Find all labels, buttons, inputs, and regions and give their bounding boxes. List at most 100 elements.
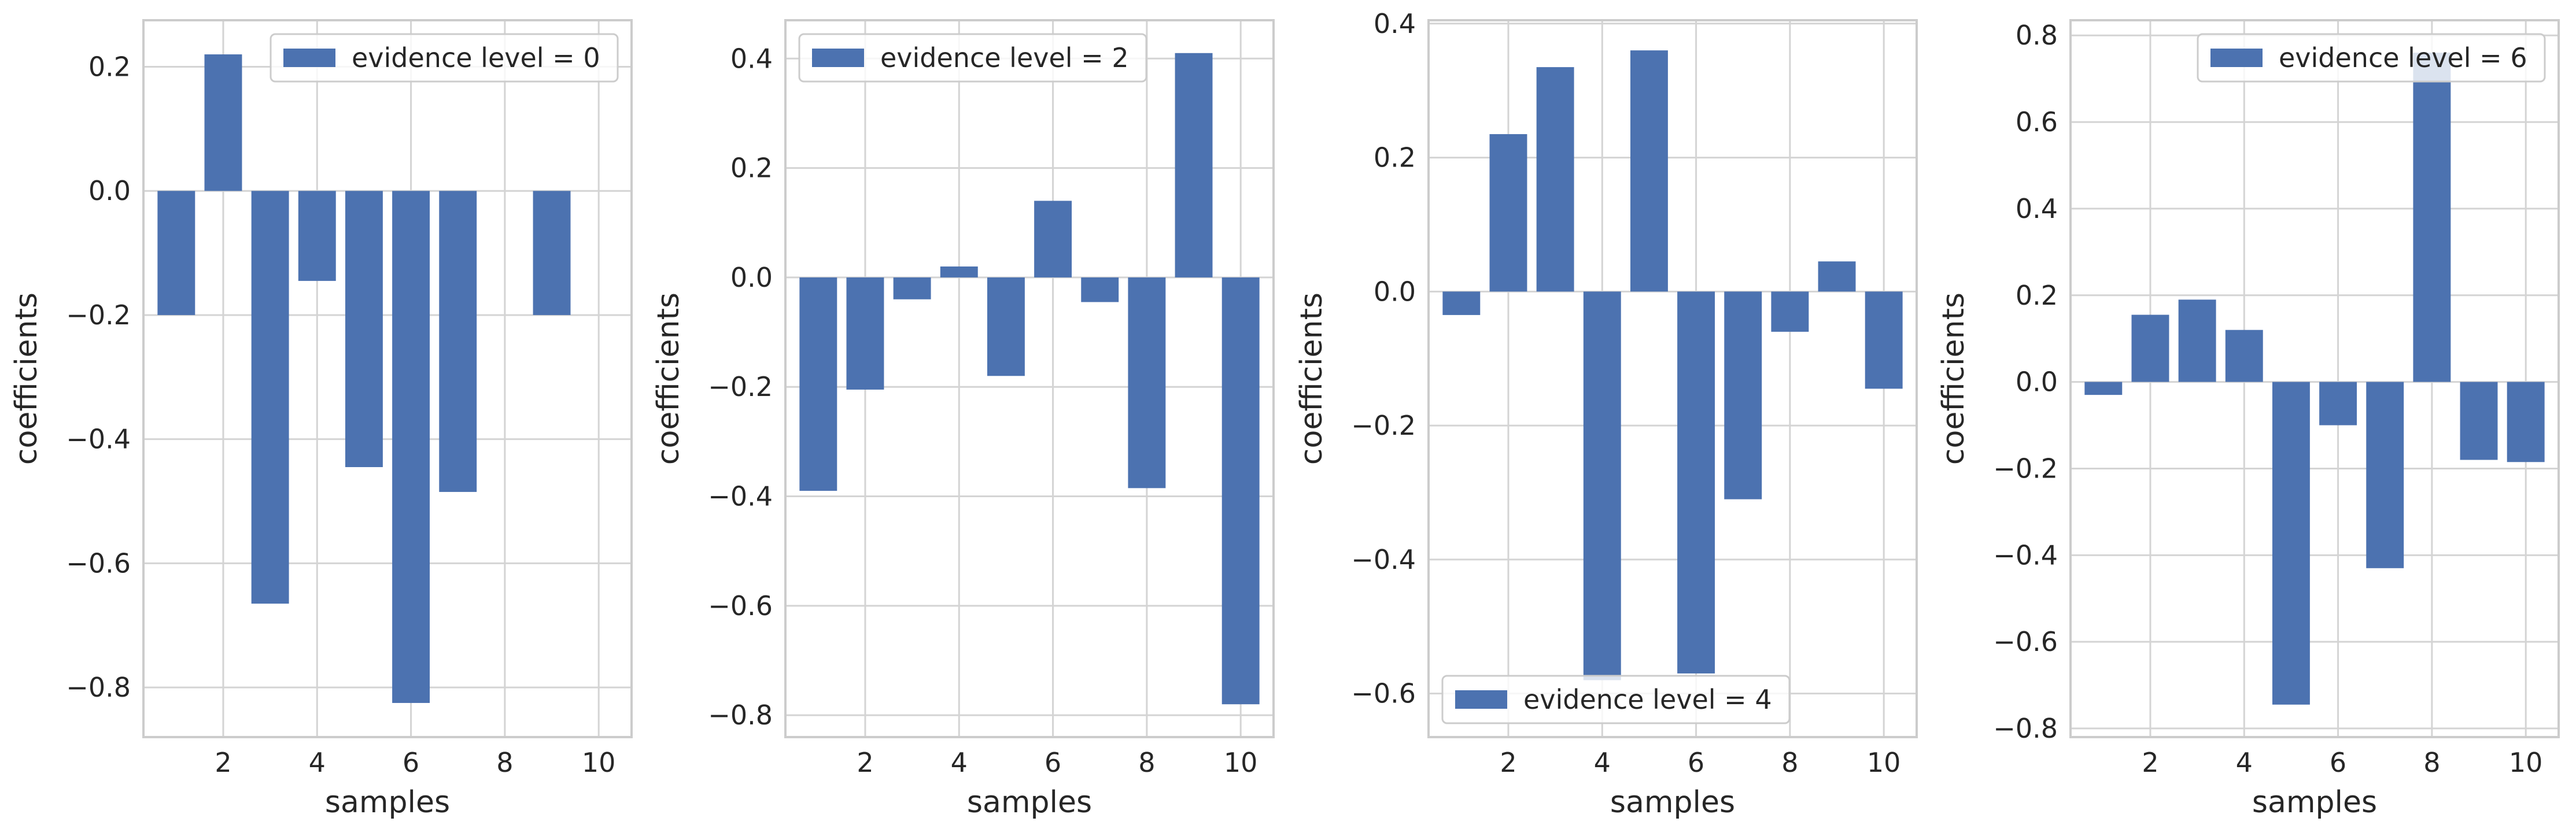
bar-sample-9 [1818,261,1856,292]
y-tick-label: 0.8 [2016,20,2058,51]
legend-box [1441,675,1791,724]
bar-sample-9 [533,191,571,315]
y-axis-label: coefficients [9,293,44,465]
legend-box [798,33,1147,83]
legend-label: evidence level = 0 [352,42,600,73]
bar-sample-5 [345,191,383,467]
y-tick-label: −0.2 [1993,453,2058,484]
legend-label: evidence level = 4 [1523,684,1772,715]
x-tick-label: 2 [2142,747,2158,778]
y-tick-label: 0.0 [88,175,131,206]
y-axis-label: coefficients [1294,293,1329,465]
legend-swatch [2210,49,2263,67]
bar-sample-8 [1128,277,1166,489]
bar-sample-6 [392,191,430,703]
bar-sample-4 [298,191,336,281]
y-tick-label: −0.8 [708,700,773,731]
legend: evidence level = 6 [2197,33,2546,83]
legend-label: evidence level = 6 [2279,42,2527,73]
bar-sample-4 [940,266,978,277]
bar-sample-7 [1724,291,1762,499]
x-tick-label: 2 [857,747,873,778]
bar-sample-7 [439,191,477,492]
bar-sample-8 [2413,53,2451,382]
plot-area [1429,20,1917,737]
bar-sample-6 [2319,382,2357,425]
y-tick-label: 0.0 [2016,367,2058,398]
y-tick-label: −0.8 [1993,713,2058,744]
x-axis-label: samples [325,785,450,820]
bar-sample-9 [2460,382,2498,460]
x-tick-label: 2 [215,747,231,778]
x-tick-label: 2 [1500,747,1516,778]
y-tick-label: 0.6 [2016,106,2058,138]
x-tick-label: 8 [1138,747,1155,778]
bar-sample-7 [1081,277,1119,302]
y-tick-label: 0.0 [1374,276,1416,307]
bar-sample-5 [987,277,1025,376]
subplot-evidence-level-0: 2 4 6 8 10 −0.8 −0.6 −0.4 −0.2 0.0 0.2 samples coeff… [9,19,633,820]
y-tick-label: −0.2 [708,371,773,402]
x-axis-label: samples [2252,785,2377,820]
y-tick-label: 0.4 [1374,8,1416,39]
x-tick-label: 8 [496,747,513,778]
bar-sample-7 [2366,382,2404,568]
x-axis-label: samples [1610,785,1735,820]
y-tick-label: 0.4 [2016,193,2058,224]
x-tick-label: 8 [1781,747,1798,778]
x-tick-label: 6 [2330,747,2346,778]
legend: evidence level = 4 [1441,675,1791,724]
x-tick-label: 6 [1045,747,1061,778]
y-tick-label: −0.4 [1351,544,1416,575]
bar-sample-3 [2178,299,2216,382]
y-tick-label: −0.2 [66,299,131,331]
bar-sample-5 [1630,50,1668,292]
y-tick-label: −0.6 [1993,626,2058,657]
y-tick-label: −0.6 [66,547,131,579]
x-tick-label: 6 [1688,747,1704,778]
x-tick-label: 4 [1594,747,1611,778]
y-tick-label: −0.4 [708,481,773,512]
y-tick-label: −0.6 [1351,678,1416,709]
bar-sample-1 [2084,382,2123,395]
x-tick-label: 6 [403,747,419,778]
bar-sample-3 [1536,67,1574,292]
legend-label: evidence level = 2 [880,42,1129,73]
y-tick-label: 0.2 [2016,280,2058,311]
x-tick-label: 4 [951,747,968,778]
legend-box [270,33,619,83]
x-tick-label: 4 [309,747,326,778]
y-tick-label: 0.2 [88,51,131,83]
y-tick-label: −0.8 [66,672,131,703]
bar-sample-9 [1175,53,1213,277]
y-tick-label: 0.4 [730,43,773,74]
subplot-evidence-level-2: 2 4 6 8 10 −0.8 −0.6 −0.4 −0.2 0.0 0.2 0.4 samples co… [651,19,1275,820]
y-tick-label: −0.6 [708,590,773,621]
y-tick-label: −0.4 [66,424,131,455]
bar-sample-4 [1583,291,1621,680]
bar-sample-10 [1221,277,1260,705]
legend-swatch [1455,690,1507,709]
bar-sample-1 [157,191,195,315]
bar-sample-10 [1865,291,1903,389]
legend-box [2197,33,2546,83]
plot-frame [784,19,1275,738]
bar-sample-2 [204,54,242,191]
bar-sample-2 [1489,134,1527,292]
x-tick-label: 10 [1867,747,1901,778]
y-tick-label: 0.0 [730,262,773,293]
subplot-evidence-level-4: 2 4 6 8 10 −0.6 −0.4 −0.2 0.0 0.2 0.4 samples coeffi… [1294,8,1918,820]
bar-sample-10 [2507,382,2545,462]
x-tick-label: 4 [2236,747,2253,778]
bar-sample-4 [2225,330,2263,382]
y-tick-label: 0.2 [1374,142,1416,173]
x-tick-label: 10 [1224,747,1258,778]
legend-swatch [283,49,335,67]
bar-sample-5 [2272,382,2310,705]
bar-sample-1 [799,277,837,491]
bar-sample-6 [1034,201,1072,277]
x-tick-label: 10 [582,747,616,778]
legend: evidence level = 0 [270,33,619,83]
x-tick-label: 8 [2423,747,2440,778]
